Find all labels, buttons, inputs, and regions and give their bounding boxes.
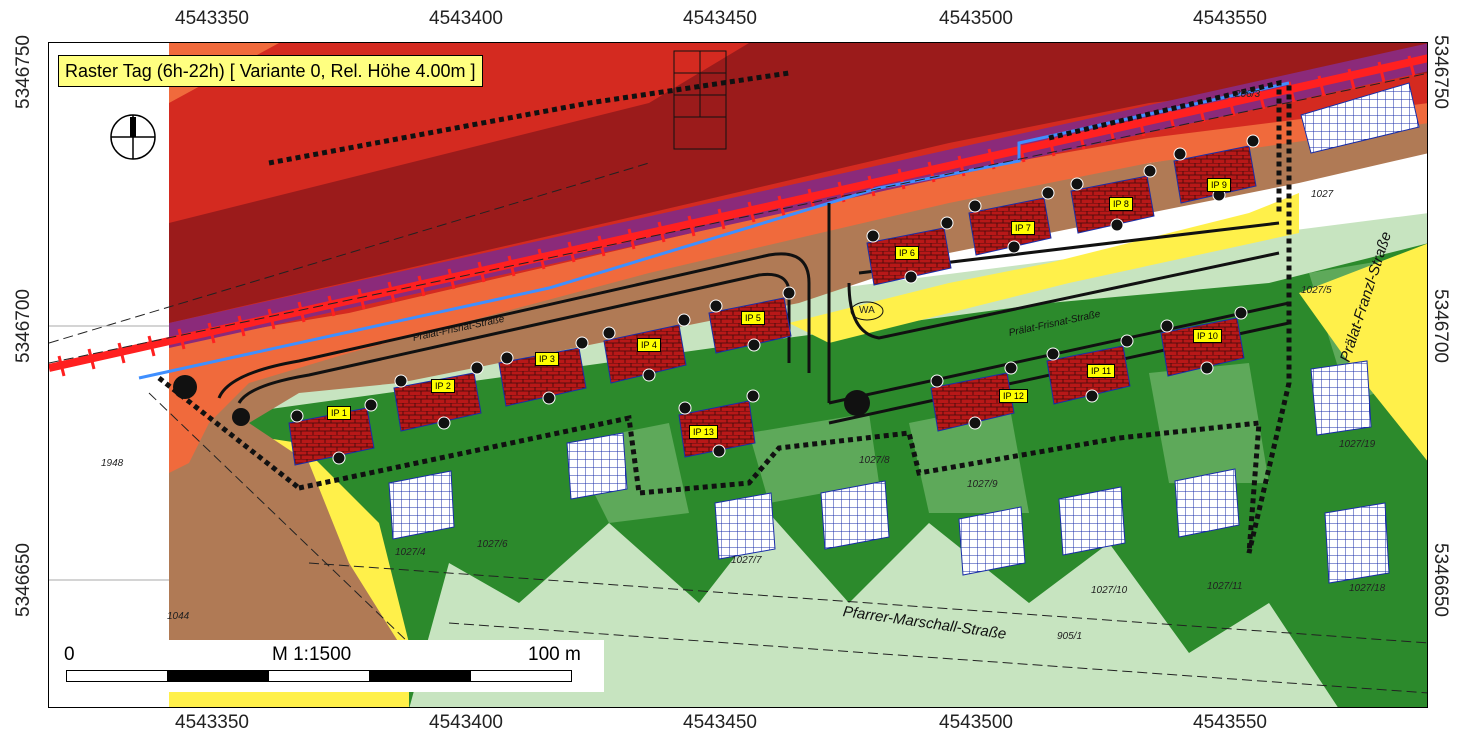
y-tick-left-3: 5346650 <box>13 543 34 617</box>
x-tick-top-2: 4543400 <box>429 8 503 29</box>
parcel-label: 1027/18 <box>1349 583 1386 594</box>
scale-start: 0 <box>64 644 75 665</box>
y-tick-right-1: 5346750 <box>1430 35 1451 109</box>
building-ip2 <box>393 372 482 432</box>
receiver-label-ip12[interactable]: IP 12 <box>999 389 1028 403</box>
parcel-label: 1027/10 <box>1091 585 1128 596</box>
scale-bar-segments <box>66 670 572 682</box>
receiver-label-ip4[interactable]: IP 4 <box>637 338 661 352</box>
x-tick-bottom-2: 4543400 <box>429 712 503 733</box>
y-tick-left-2: 5346700 <box>13 289 34 363</box>
receiver-label-ip1[interactable]: IP 1 <box>327 406 351 420</box>
y-tick-left-1: 5346750 <box>13 35 34 109</box>
building-ip5 <box>708 297 792 354</box>
x-tick-top-1: 4543350 <box>175 8 249 29</box>
zone-label: WA <box>859 305 875 316</box>
parcel-label: 1044 <box>167 611 190 622</box>
y-tick-right-3: 5346650 <box>1430 543 1451 617</box>
x-tick-bottom-4: 4543500 <box>939 712 1013 733</box>
map-title: Raster Tag (6h-22h) [ Variante 0, Rel. H… <box>58 55 483 87</box>
north-arrow-icon <box>110 114 156 160</box>
parcel-label: 1027/9 <box>967 479 998 490</box>
parcel-label: 1027/5 <box>1301 285 1332 296</box>
x-tick-top-4: 4543500 <box>939 8 1013 29</box>
building-ip12 <box>930 372 1015 432</box>
receiver-label-ip9[interactable]: IP 9 <box>1207 178 1231 192</box>
noise-raster <box>49 43 1427 707</box>
street-parcel-label: 905/1 <box>1057 631 1083 642</box>
x-tick-bottom-1: 4543350 <box>175 712 249 733</box>
parcel-label: 1027/7 <box>731 555 762 566</box>
receiver-label-ip11[interactable]: IP 11 <box>1087 364 1116 378</box>
parcel-label: 1027/4 <box>395 547 426 558</box>
building-ip4 <box>603 324 687 384</box>
parcel-label: 1027 <box>1311 189 1334 200</box>
scale-bar: 0 M 1:1500 100 m <box>58 640 604 692</box>
noise-map[interactable]: IP 1 IP 2 IP 3 IP 4 IP 5 IP 6 IP 7 IP 8 … <box>48 42 1428 708</box>
x-tick-bottom-5: 4543550 <box>1193 712 1267 733</box>
parcel-label: 1948 <box>101 458 124 469</box>
y-tick-right-2: 5346700 <box>1430 289 1451 363</box>
receiver-label-ip5[interactable]: IP 5 <box>741 311 765 325</box>
receiver-label-ip10[interactable]: IP 10 <box>1193 329 1222 343</box>
receiver-label-ip6[interactable]: IP 6 <box>895 246 919 260</box>
receiver-label-ip3[interactable]: IP 3 <box>535 352 559 366</box>
scale-ratio: M 1:1500 <box>272 644 352 665</box>
receiver-label-ip7[interactable]: IP 7 <box>1011 221 1035 235</box>
scale-end: 100 m <box>528 644 581 665</box>
x-tick-top-5: 4543550 <box>1193 8 1267 29</box>
x-tick-bottom-3: 4543450 <box>683 712 757 733</box>
parcel-label: 1027/19 <box>1339 439 1376 450</box>
receiver-label-ip2[interactable]: IP 2 <box>431 379 455 393</box>
x-tick-top-3: 4543450 <box>683 8 757 29</box>
building-ip9 <box>1173 145 1257 204</box>
receiver-label-ip8[interactable]: IP 8 <box>1109 197 1133 211</box>
building-ip10 <box>1160 317 1245 377</box>
parcel-label: 1027/11 <box>1207 581 1243 592</box>
receiver-label-ip13[interactable]: IP 13 <box>689 425 718 439</box>
parcel-label: 206/3 <box>1235 89 1261 100</box>
building-ip7 <box>968 197 1052 256</box>
parcel-label: 1027/6 <box>477 539 508 550</box>
parcel-label: 1027/8 <box>859 455 890 466</box>
